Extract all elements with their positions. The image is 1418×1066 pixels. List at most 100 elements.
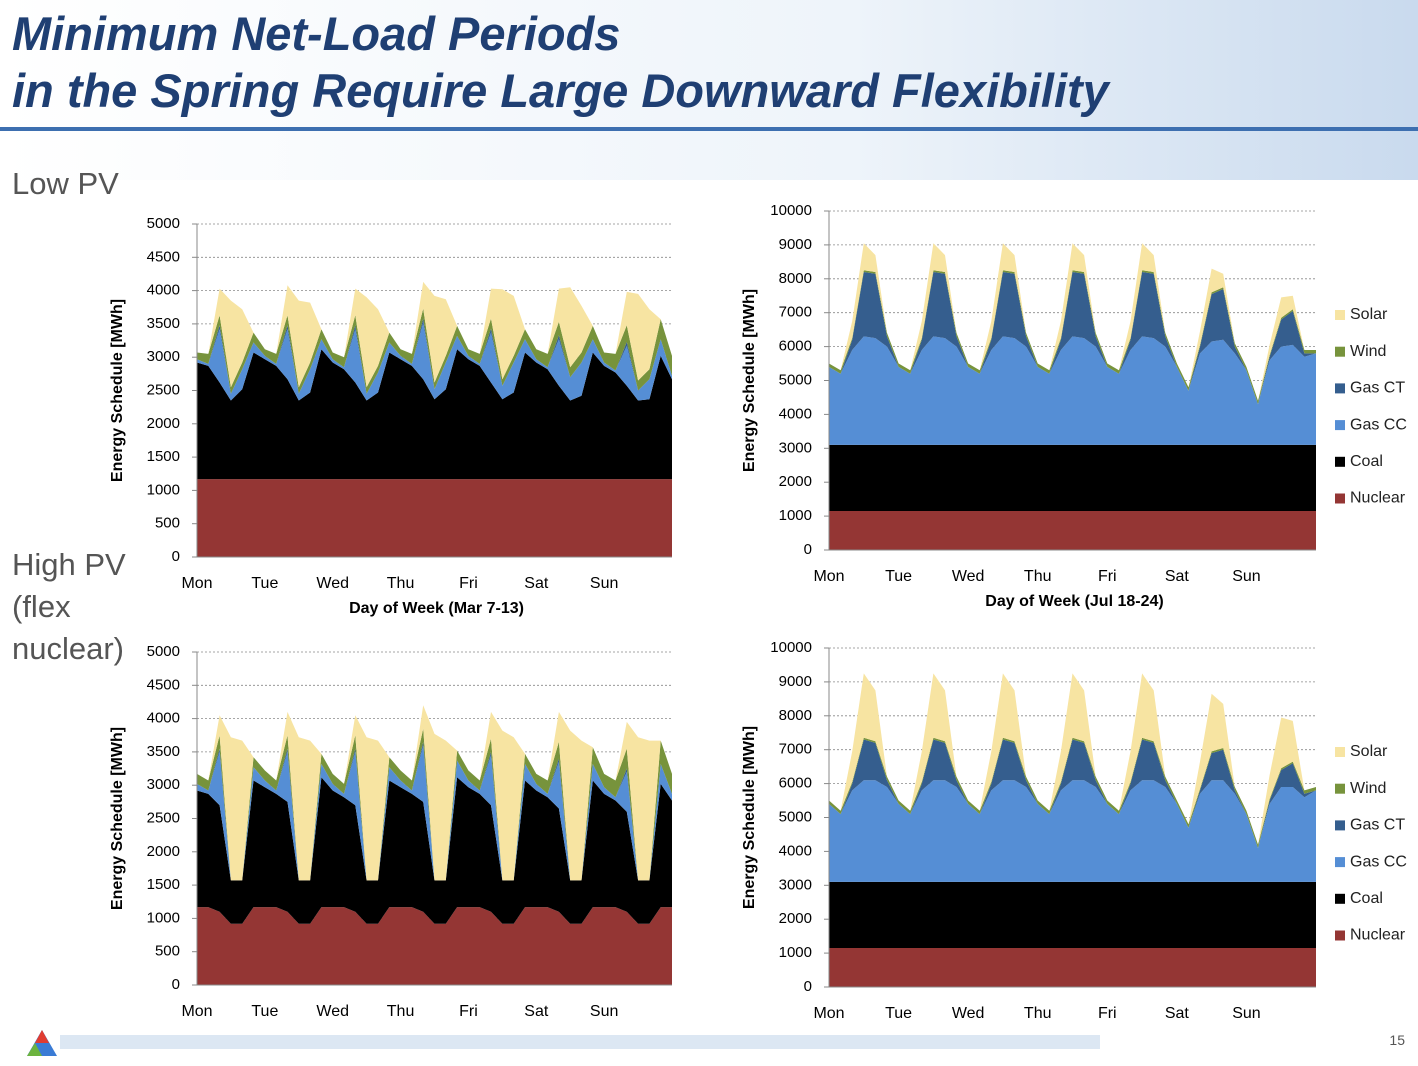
x-tick-label: Sun <box>590 575 618 592</box>
legend-label: Solar <box>1350 306 1388 323</box>
x-tick-label: Mon <box>181 575 212 592</box>
y-tick-label: 0 <box>804 978 812 995</box>
y-tick-label: 3000 <box>147 348 180 365</box>
y-tick-label: 4500 <box>147 248 180 265</box>
y-tick-label: 500 <box>155 943 180 960</box>
area-wind <box>829 270 1316 405</box>
y-tick-label: 5000 <box>147 643 180 660</box>
legend-swatch <box>1335 383 1345 394</box>
y-tick-label: 2000 <box>779 910 812 927</box>
legend-label: Coal <box>1350 453 1383 470</box>
y-tick-label: 2000 <box>779 473 812 490</box>
title-rule <box>0 127 1418 131</box>
x-tick-label: Sun <box>590 1003 618 1020</box>
section-label: nuclear) <box>12 631 124 666</box>
y-tick-label: 1500 <box>147 876 180 893</box>
legend-label: Gas CC <box>1350 416 1407 433</box>
x-tick-label: Thu <box>1024 1005 1052 1022</box>
y-tick-label: 0 <box>172 548 180 565</box>
area-solar <box>197 705 672 881</box>
y-tick-label: 7000 <box>779 304 812 321</box>
y-tick-label: 10000 <box>770 202 812 219</box>
x-tick-label: Sun <box>1232 1005 1260 1022</box>
x-tick-label: Mon <box>813 1005 844 1022</box>
logo-left <box>27 1043 42 1056</box>
legend-swatch <box>1335 783 1345 794</box>
area-nuclear <box>197 907 672 985</box>
legend-label: Wind <box>1350 343 1386 360</box>
y-tick-label: 1000 <box>779 944 812 961</box>
footer-band <box>60 1035 1100 1049</box>
legend-swatch <box>1335 310 1345 320</box>
y-tick-label: 1500 <box>147 448 180 465</box>
legend-label: Gas CT <box>1350 380 1405 397</box>
y-tick-label: 3000 <box>779 439 812 456</box>
legend-label: Nuclear <box>1350 927 1406 944</box>
x-tick-label: Tue <box>885 568 912 585</box>
area-gas-ct <box>197 741 672 881</box>
x-tick-label: Wed <box>952 568 985 585</box>
x-tick-label: Fri <box>1098 568 1117 585</box>
y-tick-label: 4000 <box>147 710 180 727</box>
y-tick-label: 1000 <box>779 507 812 524</box>
y-tick-label: 3000 <box>147 776 180 793</box>
title-line: Minimum Net-Load Periods <box>12 7 620 60</box>
area-solar <box>829 243 1316 401</box>
y-tick-label: 0 <box>804 541 812 558</box>
legend-swatch <box>1335 420 1345 431</box>
x-tick-label: Sat <box>524 1003 549 1020</box>
x-tick-label: Thu <box>1024 568 1052 585</box>
area-nuclear <box>829 511 1316 550</box>
y-tick-label: 5000 <box>779 808 812 825</box>
header-background <box>0 0 1418 180</box>
y-tick-label: 8000 <box>779 707 812 724</box>
legend-label: Solar <box>1350 743 1388 760</box>
y-tick-label: 1000 <box>147 481 180 498</box>
area-coal <box>829 444 1316 511</box>
y-tick-label: 8000 <box>779 270 812 287</box>
y-tick-label: 6000 <box>779 775 812 792</box>
legend-swatch <box>1335 747 1345 757</box>
y-tick-label: 10000 <box>770 639 812 656</box>
x-axis-label: Day of Week (Jul 18-24) <box>985 593 1163 610</box>
y-axis-label: Energy Schedule [MWh] <box>109 727 126 910</box>
y-tick-label: 2500 <box>147 381 180 398</box>
y-tick-label: 5000 <box>779 371 812 388</box>
x-tick-label: Tue <box>885 1005 912 1022</box>
y-tick-label: 2500 <box>147 809 180 826</box>
x-tick-label: Thu <box>387 1003 415 1020</box>
legend-swatch <box>1335 857 1345 868</box>
x-tick-label: Sun <box>1232 568 1260 585</box>
x-tick-label: Wed <box>952 1005 985 1022</box>
legend-swatch <box>1335 893 1345 904</box>
area-coal <box>197 777 672 924</box>
y-tick-label: 3500 <box>147 743 180 760</box>
legend-swatch <box>1335 820 1345 831</box>
area-nuclear <box>197 479 672 557</box>
legend-swatch <box>1335 346 1345 357</box>
y-tick-label: 2000 <box>147 843 180 860</box>
x-tick-label: Tue <box>251 1003 278 1020</box>
title-line: in the Spring Require Large Downward Fle… <box>12 64 1112 117</box>
logo-top <box>35 1030 49 1043</box>
legend-label: Nuclear <box>1350 490 1406 507</box>
legend-label: Wind <box>1350 780 1386 797</box>
section-label: (flex <box>12 589 71 624</box>
x-tick-label: Sat <box>524 575 549 592</box>
area-solar <box>829 673 1316 845</box>
legend-label: Gas CC <box>1350 853 1407 870</box>
x-tick-label: Sat <box>1165 568 1190 585</box>
y-axis-label: Energy Schedule [MWh] <box>741 726 758 909</box>
area-gas-ct <box>829 272 1316 405</box>
x-tick-label: Mon <box>181 1003 212 1020</box>
legend-label: Gas CT <box>1350 817 1405 834</box>
area-wind <box>197 728 672 881</box>
y-tick-label: 9000 <box>779 236 812 253</box>
section-label: High PV <box>12 547 126 582</box>
y-tick-label: 9000 <box>779 673 812 690</box>
x-tick-label: Mon <box>813 568 844 585</box>
y-tick-label: 4000 <box>147 282 180 299</box>
x-tick-label: Wed <box>316 575 349 592</box>
y-tick-label: 7000 <box>779 741 812 758</box>
